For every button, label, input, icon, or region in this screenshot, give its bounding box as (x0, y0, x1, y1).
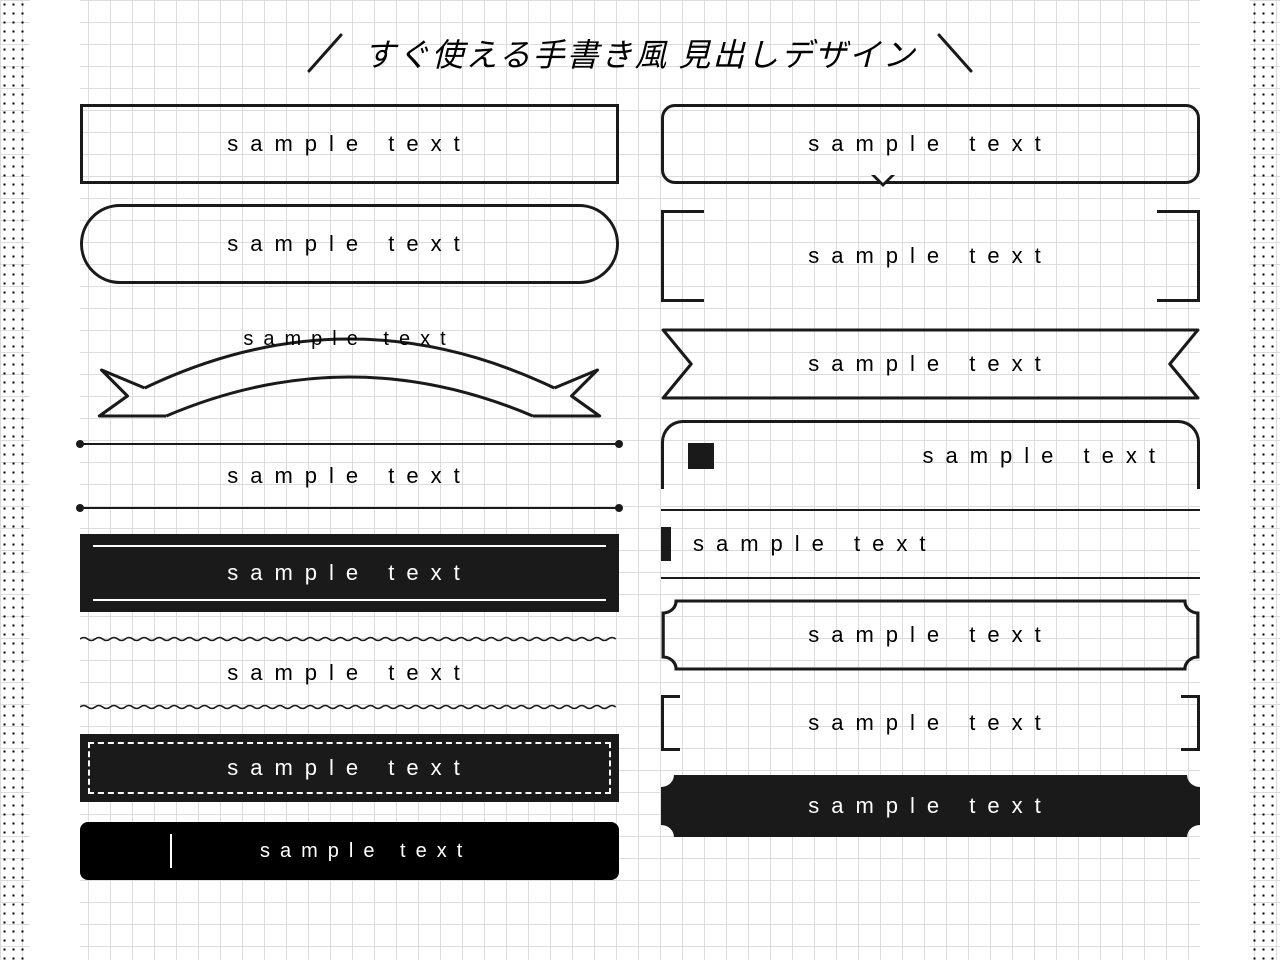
frame-label: sample text (227, 560, 472, 586)
title-row: すぐ使える手書き風 見出しデザイン (80, 30, 1200, 76)
vertical-mark-icon (661, 527, 671, 561)
frame-rectangle: sample text (80, 104, 619, 184)
frame-filled-dashed: sample text (80, 734, 619, 802)
right-column: sample text sample text sample text samp… (661, 104, 1200, 880)
wavy-bottom-icon (80, 704, 619, 710)
frame-open-bottom: sample text (661, 420, 1200, 489)
frame-label: sample text (227, 660, 472, 686)
frame-label: sample text (808, 622, 1053, 648)
frame-label: sample text (923, 443, 1168, 469)
frame-arched-ribbon: sample text (80, 298, 619, 418)
right-margin (1200, 0, 1250, 960)
bracket-left-icon (661, 210, 704, 302)
frame-label: sample text (693, 531, 938, 557)
frame-label: sample text (808, 131, 1053, 157)
frame-rules-dots: sample text (80, 438, 619, 514)
frame-label: sample text (808, 243, 1053, 269)
frame-label: sample text (808, 351, 1053, 377)
frame-label: sample text (808, 793, 1053, 819)
frame-ticket-filled: sample text (661, 775, 1200, 837)
frame-filled-lines: sample text (80, 534, 619, 612)
vertical-divider (170, 834, 172, 868)
frame-label: sample text (227, 755, 472, 781)
frame-flag-ribbon: sample text (661, 328, 1200, 400)
bracket-right-icon (1181, 695, 1200, 751)
rule-top (80, 443, 619, 445)
slash-right-icon (931, 33, 981, 73)
rule-bottom (661, 577, 1200, 579)
page: すぐ使える手書き風 見出しデザイン sample text sample tex… (80, 0, 1200, 960)
frame-label: sample text (808, 710, 1053, 736)
left-margin (30, 0, 80, 960)
frame-square-brackets: sample text (661, 204, 1200, 308)
bracket-left-icon (661, 695, 680, 751)
rule-bottom (80, 507, 619, 509)
left-dot-border (0, 0, 30, 960)
frame-label: sample text (227, 131, 472, 157)
page-title: すぐ使える手書き風 見出しデザイン (363, 30, 916, 76)
wavy-top-icon (80, 636, 619, 642)
left-column: sample text sample text sample text samp… (80, 104, 619, 880)
slash-left-icon (299, 33, 349, 73)
frame-label: sample text (227, 463, 472, 489)
frame-label: sample text (227, 231, 472, 257)
right-dot-border (1250, 0, 1280, 960)
frame-rules-marker: sample text (661, 509, 1200, 579)
frame-thin-brackets: sample text (661, 691, 1200, 755)
square-marker-icon (688, 443, 714, 469)
frame-filled-divider: sample text (80, 822, 619, 880)
bracket-right-icon (1157, 210, 1200, 302)
frame-label: sample text (80, 328, 619, 351)
frames-grid: sample text sample text sample text samp… (80, 104, 1200, 880)
frame-speech-bubble: sample text (661, 104, 1200, 184)
frame-ticket-outline: sample text (661, 599, 1200, 671)
frame-wavy: sample text (80, 632, 619, 714)
frame-pill: sample text (80, 204, 619, 284)
frame-label: sample text (260, 840, 472, 863)
